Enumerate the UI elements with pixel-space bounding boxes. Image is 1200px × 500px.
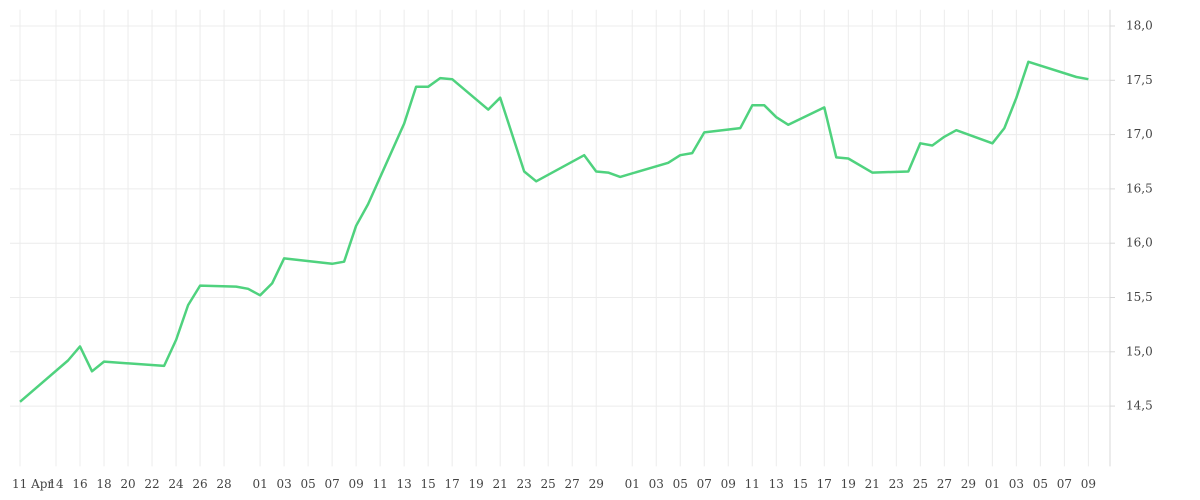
y-tick-label: 15,0 bbox=[1126, 344, 1153, 358]
x-tick-label: 22 bbox=[144, 477, 159, 491]
x-tick-label: 29 bbox=[589, 477, 604, 491]
x-tick-label: 05 bbox=[1033, 477, 1048, 491]
x-tick-label: 21 bbox=[865, 477, 880, 491]
y-tick-label: 14,5 bbox=[1126, 399, 1153, 413]
x-tick-label: 15 bbox=[793, 477, 808, 491]
x-tick-label: 14 bbox=[48, 477, 64, 491]
x-tick-label: 24 bbox=[168, 477, 184, 491]
x-tick-label: 09 bbox=[348, 477, 363, 491]
x-tick-label: 16 bbox=[72, 477, 87, 491]
x-tick-label: 03 bbox=[1009, 477, 1024, 491]
y-tick-label: 16,0 bbox=[1126, 236, 1153, 250]
x-tick-label: 13 bbox=[397, 477, 412, 491]
x-tick-label: 26 bbox=[192, 477, 207, 491]
x-tick-label: 07 bbox=[1057, 477, 1072, 491]
y-tick-label: 17,5 bbox=[1126, 73, 1153, 87]
x-tick-label: 17 bbox=[817, 477, 832, 491]
x-tick-label: 13 bbox=[769, 477, 784, 491]
x-tick-label: 29 bbox=[961, 477, 976, 491]
y-tick-label: 15,5 bbox=[1126, 290, 1153, 304]
x-tick-label: 11 bbox=[745, 477, 760, 491]
x-tick-label: 23 bbox=[517, 477, 532, 491]
x-tick-label: 21 bbox=[493, 477, 508, 491]
x-tick-label: 07 bbox=[324, 477, 339, 491]
x-tick-label: 23 bbox=[889, 477, 904, 491]
x-tick-label: 11 Apr bbox=[12, 477, 53, 491]
x-tick-label: 05 bbox=[300, 477, 315, 491]
x-tick-label: 18 bbox=[96, 477, 111, 491]
x-tick-label: 01 bbox=[252, 477, 267, 491]
x-tick-label: 07 bbox=[697, 477, 712, 491]
x-tick-label: 27 bbox=[937, 477, 952, 491]
x-tick-label: 15 bbox=[421, 477, 436, 491]
x-tick-label: 01 bbox=[985, 477, 1000, 491]
x-tick-label: 20 bbox=[120, 477, 135, 491]
x-tick-label: 19 bbox=[841, 477, 856, 491]
y-tick-label: 18,0 bbox=[1126, 18, 1153, 32]
x-tick-label: 28 bbox=[216, 477, 231, 491]
x-tick-label: 05 bbox=[673, 477, 688, 491]
x-tick-label: 19 bbox=[469, 477, 484, 491]
x-tick-label: 25 bbox=[541, 477, 556, 491]
x-tick-label: 03 bbox=[276, 477, 291, 491]
x-tick-label: 27 bbox=[565, 477, 580, 491]
x-tick-label: 09 bbox=[721, 477, 736, 491]
y-tick-label: 16,5 bbox=[1126, 181, 1153, 195]
x-tick-label: 17 bbox=[445, 477, 460, 491]
y-tick-label: 17,0 bbox=[1126, 127, 1153, 141]
x-tick-label: 25 bbox=[913, 477, 928, 491]
x-tick-label: 11 bbox=[372, 477, 387, 491]
price-line bbox=[19, 60, 1089, 403]
x-tick-label: 09 bbox=[1081, 477, 1096, 491]
x-tick-label: 03 bbox=[649, 477, 664, 491]
x-tick-label: 01 bbox=[625, 477, 640, 491]
